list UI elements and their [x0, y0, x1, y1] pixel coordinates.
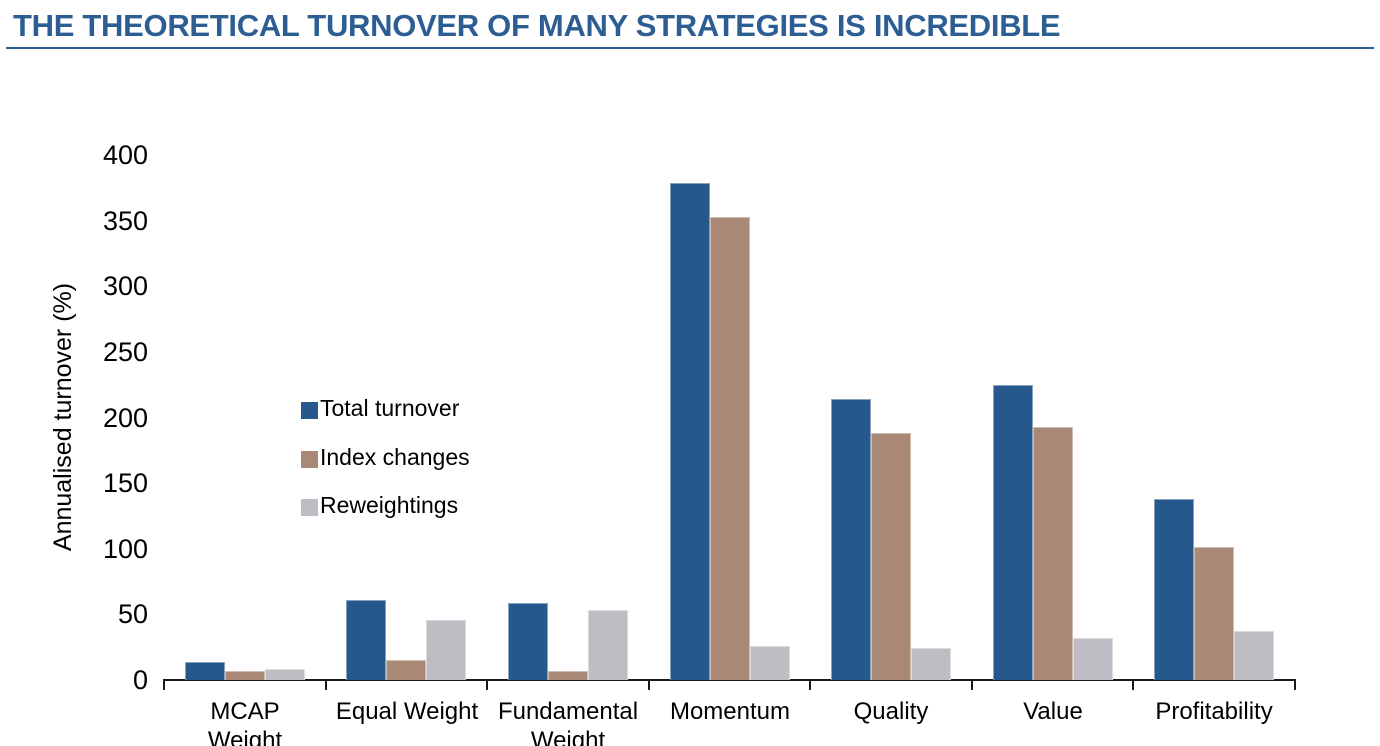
- bar-mcap-weight-index-changes: [225, 671, 265, 680]
- legend-item-index-changes: Index changes: [301, 444, 470, 470]
- bar-quality-total-turnover: [831, 399, 871, 680]
- legend-item-total-turnover: Total turnover: [301, 395, 459, 421]
- legend-swatch-icon: [301, 498, 318, 516]
- y-tick-label: 200: [102, 403, 148, 433]
- legend-label: Index changes: [320, 444, 470, 470]
- legend-label: Reweightings: [320, 492, 459, 518]
- bar-fundamental-weight-index-changes: [548, 671, 588, 680]
- x-axis-tick: [325, 679, 327, 690]
- bar-mcap-weight-total-turnover: [185, 662, 225, 680]
- title-underline: [6, 47, 1374, 49]
- x-category-label-profitability: Profitability: [1155, 698, 1273, 725]
- x-axis-tick: [648, 679, 650, 690]
- y-tick-label: 50: [117, 599, 148, 629]
- bar-fundamental-weight-reweightings: [588, 610, 628, 680]
- x-axis-line: [164, 679, 1295, 681]
- bar-profitability-total-turnover: [1154, 499, 1194, 680]
- x-category-label-equal-weight: Equal Weight: [335, 698, 479, 725]
- legend-label: Total turnover: [320, 395, 460, 421]
- legend-swatch-icon: [301, 401, 318, 419]
- x-category-label-quality: Quality: [853, 698, 929, 725]
- bar-quality-reweightings: [911, 648, 951, 680]
- x-category-label-momentum: Momentum: [669, 698, 791, 725]
- y-tick-label: 150: [102, 468, 148, 498]
- bar-equal-weight-index-changes: [386, 660, 426, 680]
- x-axis-tick: [1132, 679, 1134, 690]
- x-axis-tick: [971, 679, 973, 690]
- x-axis-tick: [163, 679, 165, 690]
- x-axis-tick: [486, 679, 488, 690]
- bar-momentum-index-changes: [710, 217, 750, 680]
- legend-item-reweightings: Reweightings: [301, 492, 458, 518]
- x-category-label-fundamental-weight: Fundamental Weight: [497, 698, 639, 746]
- bar-value-total-turnover: [993, 385, 1033, 680]
- bar-mcap-weight-reweightings: [265, 669, 305, 680]
- x-category-label-mcap-weight: MCAP Weight: [207, 698, 283, 746]
- x-axis-tick: [809, 679, 811, 690]
- x-axis-tick: [1294, 679, 1296, 690]
- page-title: THE THEORETICAL TURNOVER OF MANY STRATEG…: [13, 8, 1061, 43]
- bar-fundamental-weight-total-turnover: [508, 603, 548, 680]
- y-tick-label: 100: [102, 534, 148, 564]
- bar-profitability-reweightings: [1234, 631, 1274, 680]
- bar-value-index-changes: [1033, 427, 1073, 680]
- bar-value-reweightings: [1073, 638, 1113, 680]
- x-category-label-value: Value: [1023, 698, 1083, 725]
- bar-quality-index-changes: [871, 433, 911, 680]
- legend-swatch-icon: [301, 450, 318, 468]
- y-tick-label: 250: [102, 337, 148, 367]
- bar-profitability-index-changes: [1194, 547, 1234, 680]
- y-tick-label: 0: [132, 665, 148, 695]
- bar-equal-weight-reweightings: [426, 620, 466, 680]
- y-tick-label: 400: [102, 140, 148, 170]
- bar-equal-weight-total-turnover: [346, 600, 386, 680]
- bar-momentum-total-turnover: [670, 183, 710, 680]
- y-tick-label: 350: [102, 206, 148, 236]
- y-tick-label: 300: [102, 271, 148, 301]
- bar-momentum-reweightings: [750, 646, 790, 680]
